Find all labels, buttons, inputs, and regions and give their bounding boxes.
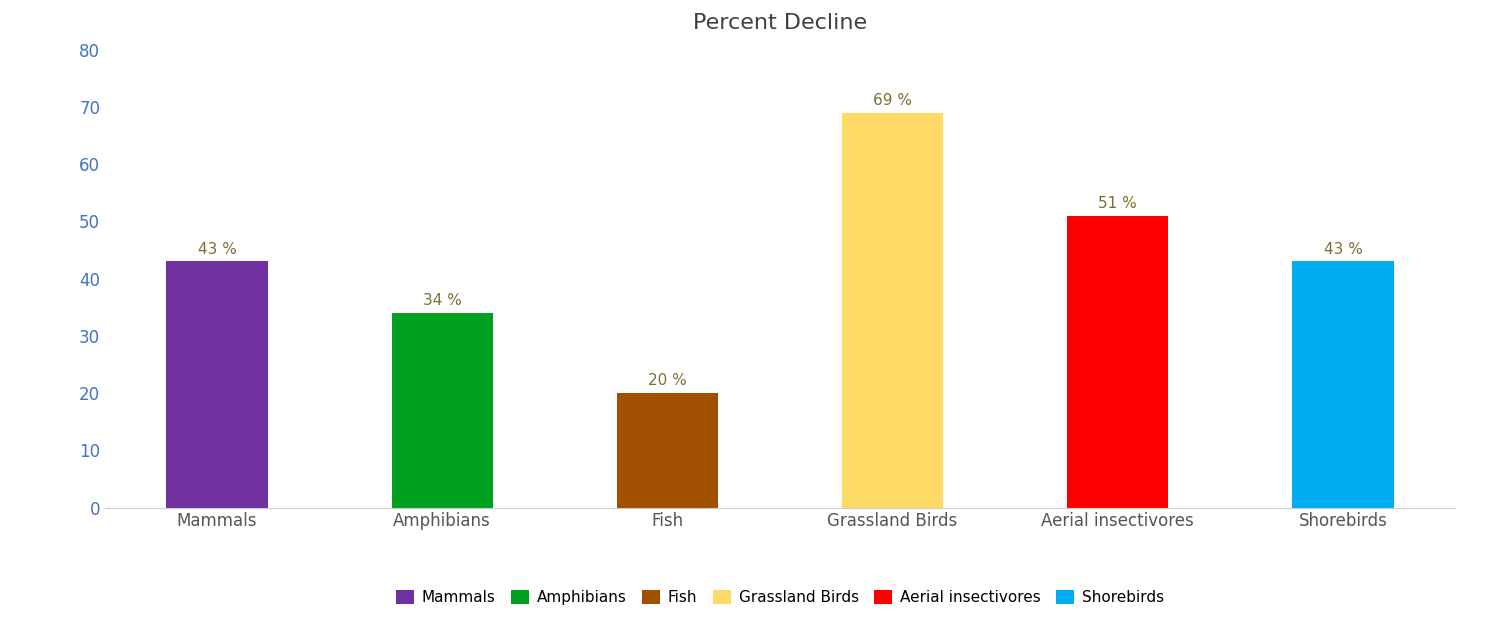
Legend: Mammals, Amphibians, Fish, Grassland Birds, Aerial insectivores, Shorebirds: Mammals, Amphibians, Fish, Grassland Bir… [390, 584, 1170, 611]
Bar [1293, 261, 1394, 508]
Text: 34 %: 34 % [423, 293, 462, 308]
Bar [392, 313, 494, 508]
Title: Percent Decline: Percent Decline [693, 12, 867, 33]
Text: 69 %: 69 % [873, 93, 912, 108]
Bar [1066, 215, 1168, 508]
Bar [842, 113, 944, 508]
Text: 43 %: 43 % [1323, 242, 1362, 257]
Text: 51 %: 51 % [1098, 196, 1137, 211]
Bar [616, 393, 718, 508]
Text: 43 %: 43 % [198, 242, 237, 257]
Bar [166, 261, 267, 508]
Text: 20 %: 20 % [648, 373, 687, 389]
